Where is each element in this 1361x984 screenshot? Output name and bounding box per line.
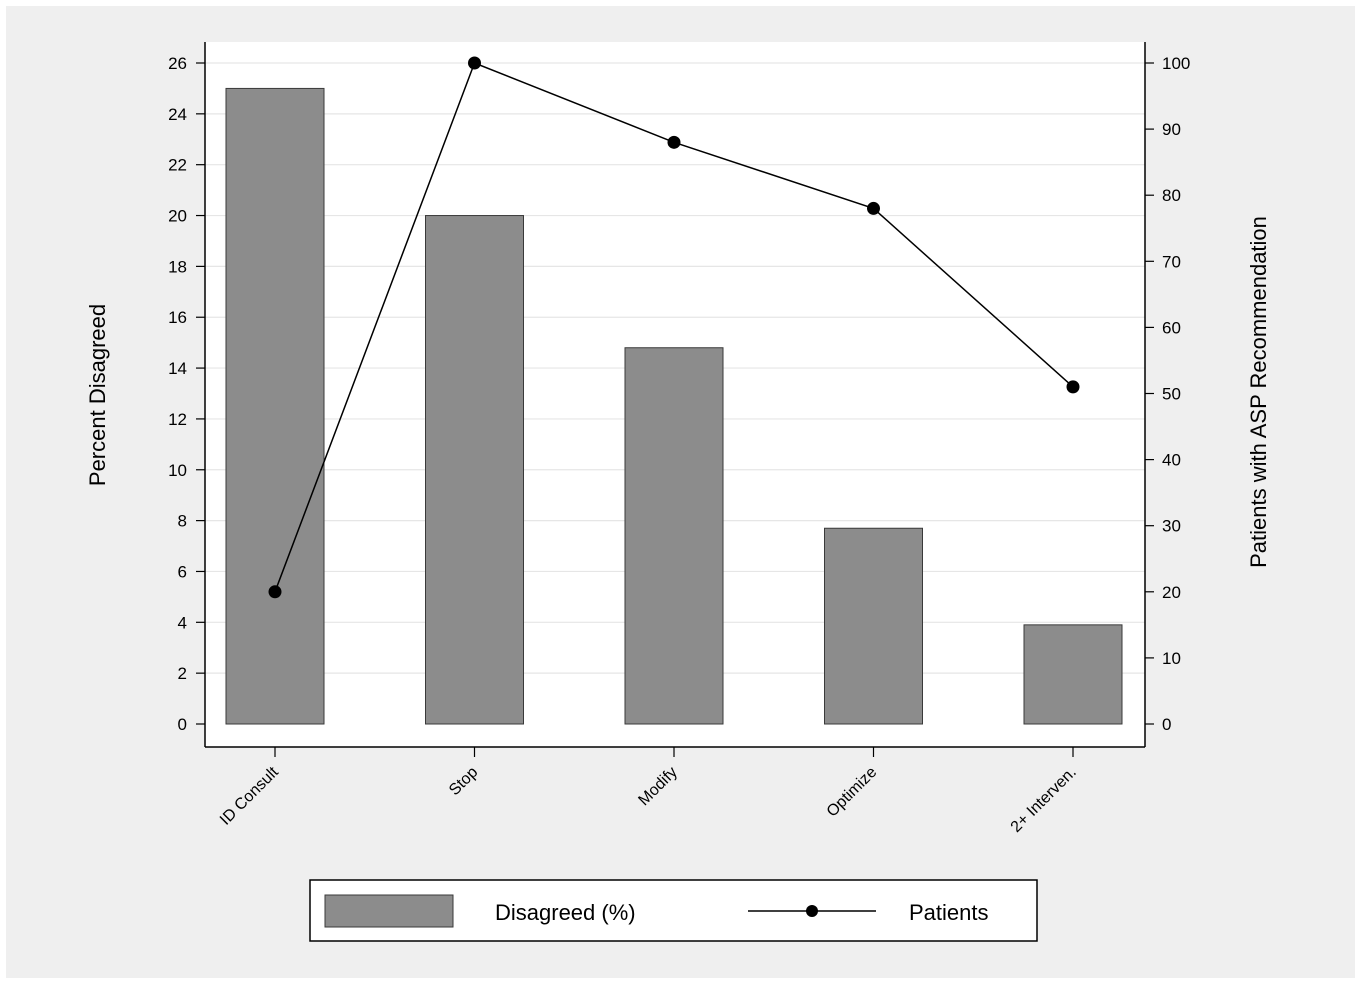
y-tick-label: 26 (168, 54, 187, 73)
y-tick-label: 18 (168, 257, 187, 276)
y2-tick-label: 50 (1162, 385, 1181, 404)
bar-stop (425, 215, 524, 725)
patients-point (1066, 380, 1080, 394)
y-tick-label: 16 (168, 308, 187, 327)
y-tick-label: 2 (178, 664, 187, 683)
patients-point (667, 135, 681, 149)
bars (225, 87, 1123, 725)
y-tick-label: 0 (178, 715, 187, 734)
y2-tick-label: 80 (1162, 186, 1181, 205)
y2-tick-label: 10 (1162, 649, 1181, 668)
y2-axis-label: Patients with ASP Recommendation (1246, 216, 1271, 568)
y-tick-label: 12 (168, 410, 187, 429)
y2-tick-label: 40 (1162, 451, 1181, 470)
legend-line-label: Patients (909, 900, 989, 925)
y2-tick-label: 90 (1162, 120, 1181, 139)
legend-bar-swatch (324, 894, 454, 928)
patients-point (468, 56, 481, 70)
y-axis-label: Percent Disagreed (85, 304, 110, 486)
bar-optimize (824, 527, 923, 725)
legend: Disagreed (%) Patients (309, 879, 1038, 942)
y2-tick-label: 60 (1162, 318, 1181, 337)
y2-tick-label: 100 (1162, 54, 1190, 73)
y-tick-label: 24 (168, 105, 187, 124)
y-tick-label: 4 (178, 613, 187, 632)
bar-id-consult (225, 87, 325, 725)
y2-tick-label: 0 (1162, 715, 1171, 734)
line-series (268, 56, 1080, 599)
y-tick-label: 14 (168, 359, 187, 378)
legend-line-marker (806, 905, 818, 917)
y-tick-label: 8 (178, 512, 187, 531)
bar-modify (624, 347, 724, 725)
y-tick-label: 10 (168, 461, 187, 480)
y-tick-label: 20 (168, 207, 187, 226)
patients-point (867, 201, 880, 215)
bar-2-interven (1023, 624, 1123, 725)
y2-tick-label: 20 (1162, 583, 1181, 602)
y2-tick-label: 30 (1162, 517, 1181, 536)
legend-bar-label: Disagreed (%) (495, 900, 636, 925)
y2-tick-label: 70 (1162, 252, 1181, 271)
y-tick-label: 22 (168, 156, 187, 175)
y-tick-label: 6 (178, 562, 187, 581)
patients-point (268, 585, 282, 599)
